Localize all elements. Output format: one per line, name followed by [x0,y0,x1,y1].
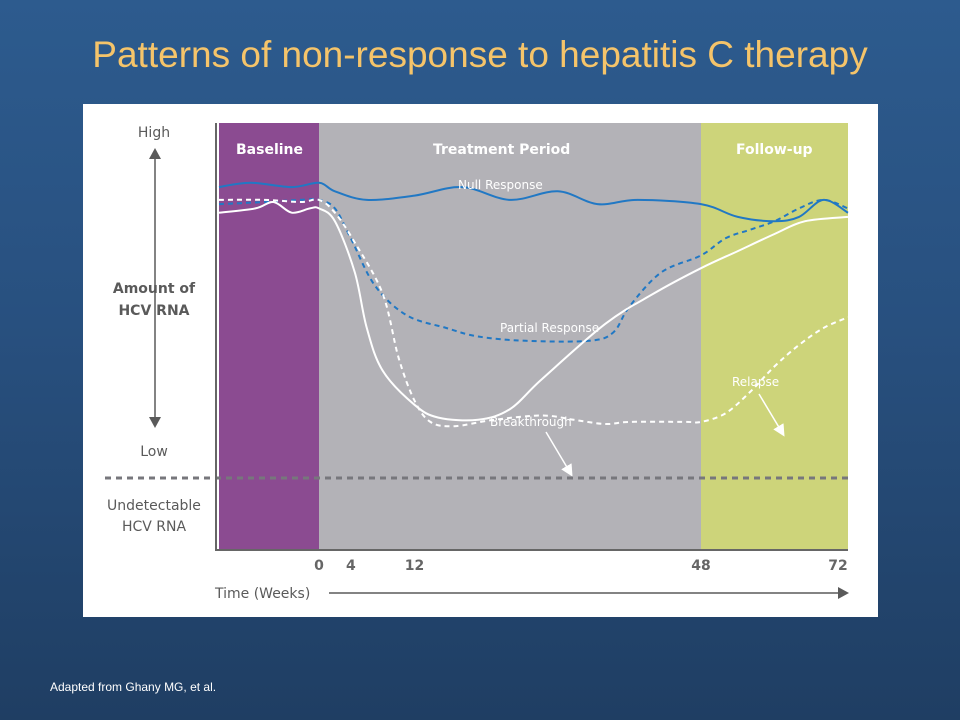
breakthrough-pointer-arrow [545,431,573,477]
x-tick-label-4: 4 [346,558,356,574]
y-label-low: Low [140,444,168,460]
region-label-follow-up: Follow-up [736,142,813,158]
curve-label-relapse: Relapse [732,375,779,389]
series-breakthrough [218,200,849,422]
footnote-citation: Adapted from Ghany MG, et al. [50,680,217,694]
region-label-treatment-period: Treatment Period [433,142,570,158]
curve-label-null-response: Null Response [458,178,543,192]
x-tick-label-72: 72 [828,558,847,574]
region-follow-up [701,123,848,550]
axis-lines [215,123,848,551]
x-tick-label-0: 0 [314,558,324,574]
y-label-high: High [138,125,170,141]
y-axis-arrow-up-head [149,148,161,159]
region-label-baseline: Baseline [236,142,303,158]
series-relapse [218,198,849,428]
x-tick-labels: 0 4 12 48 72 [314,558,848,574]
slide-title: Patterns of non-response to hepatitis C … [92,34,868,75]
x-tick-label-12: 12 [405,558,424,574]
y-axis-title-line1: Amount of [113,281,196,297]
x-axis-title: Time (Weeks) [214,586,310,602]
curve-label-partial-response: Partial Response [500,321,599,335]
y-axis-arrow-down-head [149,417,161,428]
y-label-undetectable-line1: Undetectable [107,498,201,514]
x-tick-label-48: 48 [691,558,710,574]
chart: Baseline Treatment Period Follow-up Null… [105,123,849,602]
series-partial-response [218,198,849,343]
region-baseline [219,123,319,550]
curves [218,181,849,428]
relapse-pointer-arrow [758,393,785,437]
y-axis-title-line2: HCV RNA [118,303,189,319]
curve-label-breakthrough: Breakthrough [490,415,572,429]
figure-panel: Baseline Treatment Period Follow-up Null… [83,104,878,617]
y-label-undetectable-line2: HCV RNA [122,519,187,535]
x-axis-arrow-head [838,587,849,599]
